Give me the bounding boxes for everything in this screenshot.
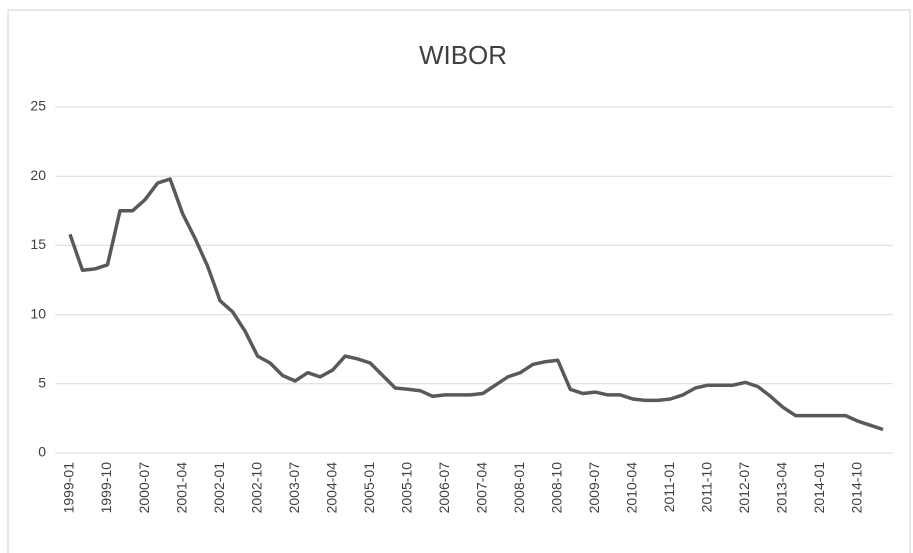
x-tick-label: 2008-10 bbox=[549, 462, 565, 514]
y-tick-label: 5 bbox=[38, 375, 46, 391]
x-tick-label: 2011-01 bbox=[661, 462, 677, 513]
x-tick-label: 2005-01 bbox=[361, 462, 377, 514]
y-tick-label: 10 bbox=[30, 305, 46, 321]
x-tick-label: 2005-10 bbox=[398, 462, 414, 514]
x-tick-label: 2002-10 bbox=[248, 462, 264, 514]
x-tick-label: 1999-10 bbox=[98, 462, 114, 514]
x-tick-label: 2008-01 bbox=[511, 462, 527, 514]
x-tick-label: 2004-04 bbox=[323, 462, 339, 514]
x-tick-label: 2014-10 bbox=[849, 462, 865, 514]
x-tick-label: 2012-07 bbox=[736, 462, 752, 514]
x-tick-label: 2000-07 bbox=[136, 462, 152, 514]
x-tick-label: 1999-01 bbox=[61, 462, 77, 514]
y-tick-label: 20 bbox=[30, 167, 46, 183]
chart-title: WIBOR bbox=[419, 40, 507, 70]
x-tick-label: 2013-04 bbox=[774, 462, 790, 514]
x-tick-label: 2001-04 bbox=[173, 462, 189, 514]
x-tick-label: 2003-07 bbox=[286, 462, 302, 514]
x-tick-label: 2007-04 bbox=[473, 462, 489, 514]
x-tick-label: 2002-01 bbox=[211, 462, 227, 514]
x-tick-label: 2009-07 bbox=[586, 462, 602, 514]
x-tick-label: 2006-07 bbox=[436, 462, 452, 514]
y-tick-label: 0 bbox=[38, 444, 46, 460]
line bbox=[68, 177, 884, 432]
x-tick-label: 2011-10 bbox=[699, 462, 715, 513]
y-tick-label: 15 bbox=[30, 236, 46, 252]
chart-frame bbox=[7, 9, 911, 553]
x-tick-label: 2014-01 bbox=[811, 462, 827, 514]
x-tick-label: 2010-04 bbox=[624, 462, 640, 514]
y-tick-label: 25 bbox=[30, 98, 46, 114]
